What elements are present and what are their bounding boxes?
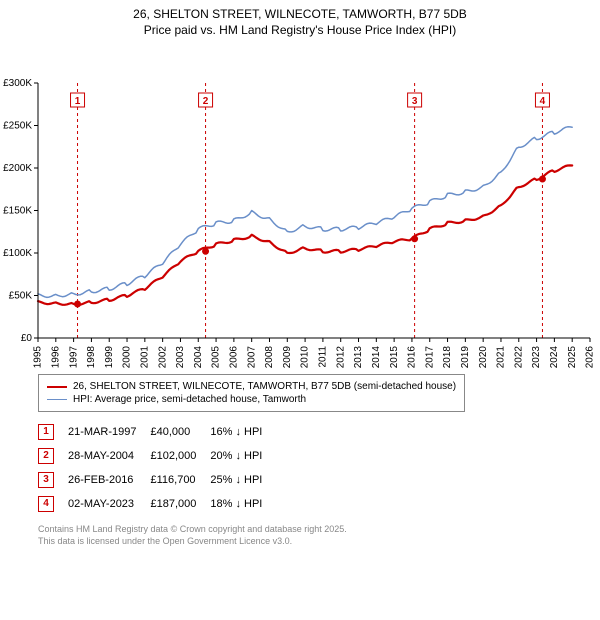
marker-number: 1 (38, 424, 54, 440)
svg-text:2002: 2002 (157, 346, 168, 368)
svg-text:2017: 2017 (424, 346, 435, 368)
sale-delta: 25% ↓ HPI (210, 468, 276, 492)
svg-text:2024: 2024 (549, 346, 560, 368)
svg-text:2022: 2022 (513, 346, 524, 368)
sale-price: £116,700 (150, 468, 210, 492)
legend-label: HPI: Average price, semi-detached house,… (73, 394, 306, 405)
table-row: 1 21-MAR-1997£40,00016% ↓ HPI (38, 420, 276, 444)
svg-text:2006: 2006 (229, 346, 240, 368)
sale-delta: 16% ↓ HPI (210, 420, 276, 444)
svg-text:2001: 2001 (139, 346, 150, 368)
svg-text:2008: 2008 (264, 346, 275, 368)
svg-text:4: 4 (540, 96, 546, 107)
sales-table: 1 21-MAR-1997£40,00016% ↓ HPI 2 28-MAY-2004… (38, 420, 276, 516)
sale-price: £187,000 (150, 492, 210, 516)
sale-price: £40,000 (150, 420, 210, 444)
footer-line2: This data is licensed under the Open Gov… (38, 536, 600, 548)
svg-text:2025: 2025 (567, 346, 578, 368)
sale-date: 28-MAY-2004 (68, 444, 150, 468)
svg-text:1: 1 (75, 96, 81, 107)
sale-date: 21-MAR-1997 (68, 420, 150, 444)
sale-delta: 18% ↓ HPI (210, 492, 276, 516)
sale-date: 02-MAY-2023 (68, 492, 150, 516)
svg-text:1997: 1997 (68, 346, 79, 368)
footer-line1: Contains HM Land Registry data © Crown c… (38, 524, 600, 536)
svg-text:£200K: £200K (3, 163, 32, 174)
svg-text:2023: 2023 (531, 346, 542, 368)
legend-swatch (47, 399, 67, 400)
title-line2: Price paid vs. HM Land Registry's House … (0, 22, 600, 38)
legend: 26, SHELTON STREET, WILNECOTE, TAMWORTH,… (38, 374, 465, 412)
svg-text:2015: 2015 (389, 346, 400, 368)
svg-text:2020: 2020 (478, 346, 489, 368)
svg-text:£150K: £150K (3, 206, 32, 217)
svg-text:2005: 2005 (211, 346, 222, 368)
svg-text:1996: 1996 (50, 346, 61, 368)
svg-text:2012: 2012 (335, 346, 346, 368)
chart-title: 26, SHELTON STREET, WILNECOTE, TAMWORTH,… (0, 0, 600, 38)
svg-text:2009: 2009 (282, 346, 293, 368)
svg-text:2013: 2013 (353, 346, 364, 368)
svg-text:2003: 2003 (175, 346, 186, 368)
table-row: 4 02-MAY-2023£187,00018% ↓ HPI (38, 492, 276, 516)
svg-text:2011: 2011 (318, 346, 329, 368)
svg-text:2010: 2010 (300, 346, 311, 368)
svg-text:2021: 2021 (496, 346, 507, 368)
svg-text:2019: 2019 (460, 346, 471, 368)
svg-text:1999: 1999 (104, 346, 115, 368)
legend-label: 26, SHELTON STREET, WILNECOTE, TAMWORTH,… (73, 381, 456, 392)
sale-date: 26-FEB-2016 (68, 468, 150, 492)
svg-text:2000: 2000 (122, 346, 133, 368)
title-line1: 26, SHELTON STREET, WILNECOTE, TAMWORTH,… (0, 6, 600, 22)
svg-text:2014: 2014 (371, 346, 382, 368)
sale-delta: 20% ↓ HPI (210, 444, 276, 468)
chart: £0 £50K £100K £150K £200K £250K £300K 1995 1996 1… (0, 38, 600, 368)
marker-number: 4 (38, 496, 54, 512)
svg-text:£50K: £50K (9, 291, 33, 302)
svg-text:£100K: £100K (3, 248, 32, 259)
svg-text:2: 2 (203, 96, 209, 107)
svg-text:2018: 2018 (442, 346, 453, 368)
sale-price: £102,000 (150, 444, 210, 468)
svg-text:3: 3 (412, 96, 418, 107)
table-row: 2 28-MAY-2004£102,00020% ↓ HPI (38, 444, 276, 468)
svg-text:£300K: £300K (3, 78, 32, 89)
svg-text:2016: 2016 (407, 346, 418, 368)
svg-text:1995: 1995 (33, 346, 44, 368)
marker-number: 3 (38, 472, 54, 488)
legend-row: HPI: Average price, semi-detached house,… (47, 394, 456, 405)
legend-row: 26, SHELTON STREET, WILNECOTE, TAMWORTH,… (47, 381, 456, 392)
svg-text:2026: 2026 (585, 346, 596, 368)
chart-svg: £0 £50K £100K £150K £200K £250K £300K 1995 1996 1… (0, 38, 600, 368)
marker-number: 2 (38, 448, 54, 464)
svg-text:1998: 1998 (86, 346, 97, 368)
svg-text:£0: £0 (21, 333, 33, 344)
page-container: 26, SHELTON STREET, WILNECOTE, TAMWORTH,… (0, 0, 600, 548)
svg-text:£250K: £250K (3, 121, 32, 132)
svg-text:2004: 2004 (193, 346, 204, 368)
footer-note: Contains HM Land Registry data © Crown c… (38, 524, 600, 547)
svg-text:2007: 2007 (246, 346, 257, 368)
legend-swatch (47, 386, 67, 388)
table-row: 3 26-FEB-2016£116,70025% ↓ HPI (38, 468, 276, 492)
